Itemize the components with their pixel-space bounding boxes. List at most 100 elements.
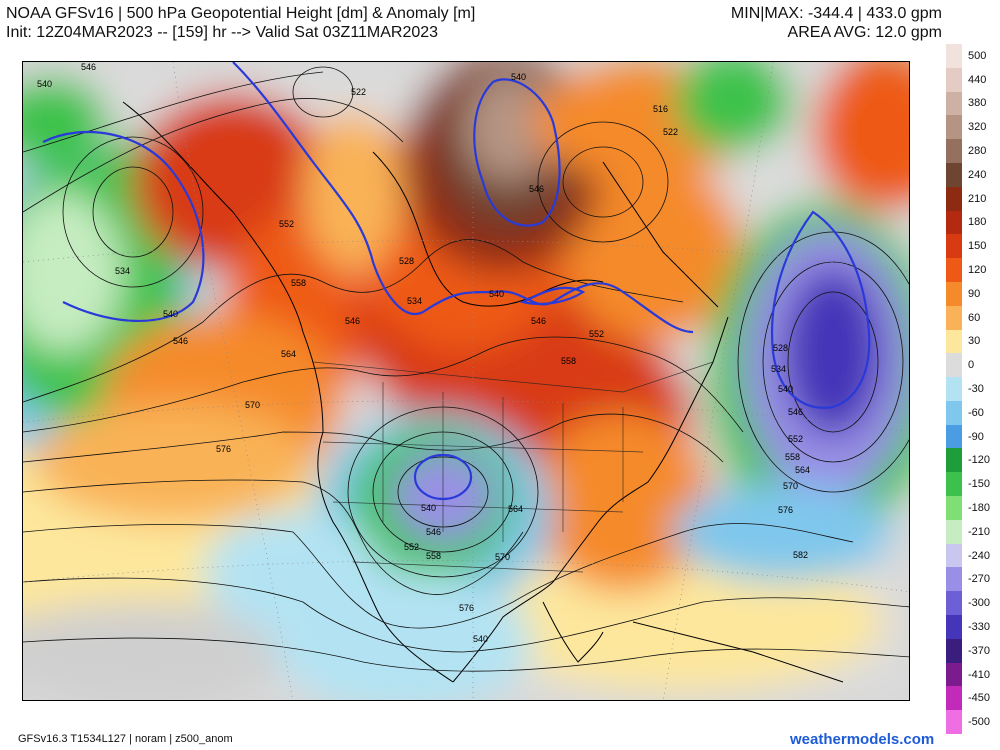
colorbar-swatch xyxy=(946,448,962,473)
colorbar-label: -120 xyxy=(968,454,991,467)
colorbar-label: 440 xyxy=(968,73,987,86)
contour-label: 546 xyxy=(173,336,188,346)
contour-label: 540 xyxy=(37,79,52,89)
colorbar-label: 0 xyxy=(968,359,975,372)
contour-label: 576 xyxy=(216,444,231,454)
map-stats: MIN|MAX: -344.4 | 433.0 gpm AREA AVG: 12… xyxy=(731,4,942,42)
coastlines xyxy=(122,101,844,683)
colorbar-label: -370 xyxy=(968,644,991,657)
colorbar-swatch xyxy=(946,258,962,283)
map-title: NOAA GFSv16 | 500 hPa Geopotential Heigh… xyxy=(6,4,475,42)
colorbar-label: -270 xyxy=(968,573,991,586)
colorbar-swatch xyxy=(946,67,962,93)
contour-label: 552 xyxy=(404,542,419,552)
highlight-contours xyxy=(42,62,871,501)
contour-label: 534 xyxy=(407,296,422,306)
colorbar-swatch xyxy=(946,139,962,164)
anomaly-colorbar: 500 440 380 320 280 240 210 180 150 120 90 60 30 0 -30… xyxy=(942,44,1000,735)
colorbar-swatches xyxy=(946,44,962,735)
colorbar-label: 180 xyxy=(968,216,987,229)
colorbar-swatch xyxy=(946,162,962,188)
colorbar-swatch xyxy=(946,305,962,330)
colorbar-swatch xyxy=(946,329,962,354)
min-max-stat: MIN|MAX: -344.4 | 433.0 gpm xyxy=(730,5,942,22)
title-line-1: NOAA GFSv16 | 500 hPa Geopotential Heigh… xyxy=(6,5,476,22)
colorbar-swatch xyxy=(946,710,962,735)
colorbar-swatch xyxy=(946,424,962,449)
colorbar-label: -180 xyxy=(968,501,991,514)
colorbar-label: -300 xyxy=(968,597,991,610)
contour-label: 552 xyxy=(589,329,604,339)
contour-label: 516 xyxy=(653,104,668,114)
colorbar-swatch xyxy=(946,496,962,521)
colorbar-label: -240 xyxy=(968,549,991,562)
contour-label: 528 xyxy=(399,256,414,266)
contour-label: 576 xyxy=(778,505,793,515)
colorbar-label: -150 xyxy=(968,478,991,491)
colorbar-swatch xyxy=(946,210,962,235)
colorbar-label: -500 xyxy=(968,716,991,729)
colorbar-swatch xyxy=(946,686,962,711)
model-info: GFSv16.3 T1534L127 | noram | z500_anom xyxy=(18,733,233,745)
colorbar-label: -330 xyxy=(968,620,991,633)
colorbar-label: 60 xyxy=(968,311,981,324)
colorbar-label: 30 xyxy=(968,335,981,348)
colorbar-label: 150 xyxy=(968,240,987,253)
colorbar-label: -30 xyxy=(968,383,984,395)
colorbar-swatch xyxy=(946,377,962,402)
anomaly-map: 546 540 522 534 540 546 552 558 564 570 … xyxy=(22,61,910,701)
contour-label: 558 xyxy=(426,551,441,561)
contour-label: 546 xyxy=(426,527,441,537)
map-canvas: 546 540 522 534 540 546 552 558 564 570 … xyxy=(23,62,909,700)
contour-label: 540 xyxy=(421,503,436,513)
contour-label: 534 xyxy=(771,364,786,374)
title-line-2: Init: 12Z04MAR2023 -- [159] hr --> Valid… xyxy=(6,24,439,41)
height-contours xyxy=(23,66,909,672)
contour-label: 540 xyxy=(778,384,793,394)
colorbar-swatch xyxy=(946,115,962,140)
anomaly-field xyxy=(23,62,909,700)
contour-label: 546 xyxy=(345,316,360,326)
contour-label: 546 xyxy=(81,62,96,72)
area-avg-stat: AREA AVG: 12.0 gpm xyxy=(787,24,942,41)
contour-label: 552 xyxy=(279,219,294,229)
colorbar-label: 380 xyxy=(968,97,987,110)
colorbar-label: -60 xyxy=(968,406,984,419)
colorbar-label: 90 xyxy=(968,287,981,300)
colorbar-swatch xyxy=(946,567,962,592)
contour-label: 546 xyxy=(788,407,803,417)
contour-label: 570 xyxy=(245,400,260,410)
contour-label: 540 xyxy=(163,309,178,319)
colorbar-label: 210 xyxy=(968,192,987,205)
colorbar-label: -410 xyxy=(968,668,991,681)
graticule xyxy=(23,62,909,700)
colorbar-label: -210 xyxy=(968,525,991,538)
contour-label: 528 xyxy=(773,343,788,353)
contour-label-group: 546 540 522 534 540 546 552 558 564 570 … xyxy=(37,62,810,644)
colorbar-swatch xyxy=(946,543,962,568)
contour-label: 534 xyxy=(115,266,130,276)
contour-label: 546 xyxy=(529,184,544,194)
contour-label: 570 xyxy=(783,481,798,491)
colorbar-label: 500 xyxy=(968,49,987,62)
contour-label: 570 xyxy=(495,552,510,562)
brand-link[interactable]: weathermodels.com xyxy=(790,731,935,748)
contour-label: 540 xyxy=(489,289,504,299)
colorbar-swatch xyxy=(946,186,962,212)
contour-label: 540 xyxy=(511,72,526,82)
colorbar-swatch xyxy=(946,400,962,426)
contour-label: 558 xyxy=(785,452,800,462)
colorbar-label: 320 xyxy=(968,121,987,134)
contour-label: 522 xyxy=(663,127,678,137)
colorbar-swatch xyxy=(946,472,962,497)
colorbar-swatch xyxy=(946,662,962,687)
contour-label: 522 xyxy=(351,87,366,97)
contour-label: 558 xyxy=(561,356,576,366)
borders xyxy=(312,361,714,573)
colorbar-label: -90 xyxy=(968,430,984,443)
contour-label: 576 xyxy=(459,603,474,613)
contour-label: 564 xyxy=(795,465,810,475)
contour-label: 582 xyxy=(793,550,808,560)
colorbar-swatch xyxy=(946,519,962,545)
contour-label: 546 xyxy=(531,316,546,326)
